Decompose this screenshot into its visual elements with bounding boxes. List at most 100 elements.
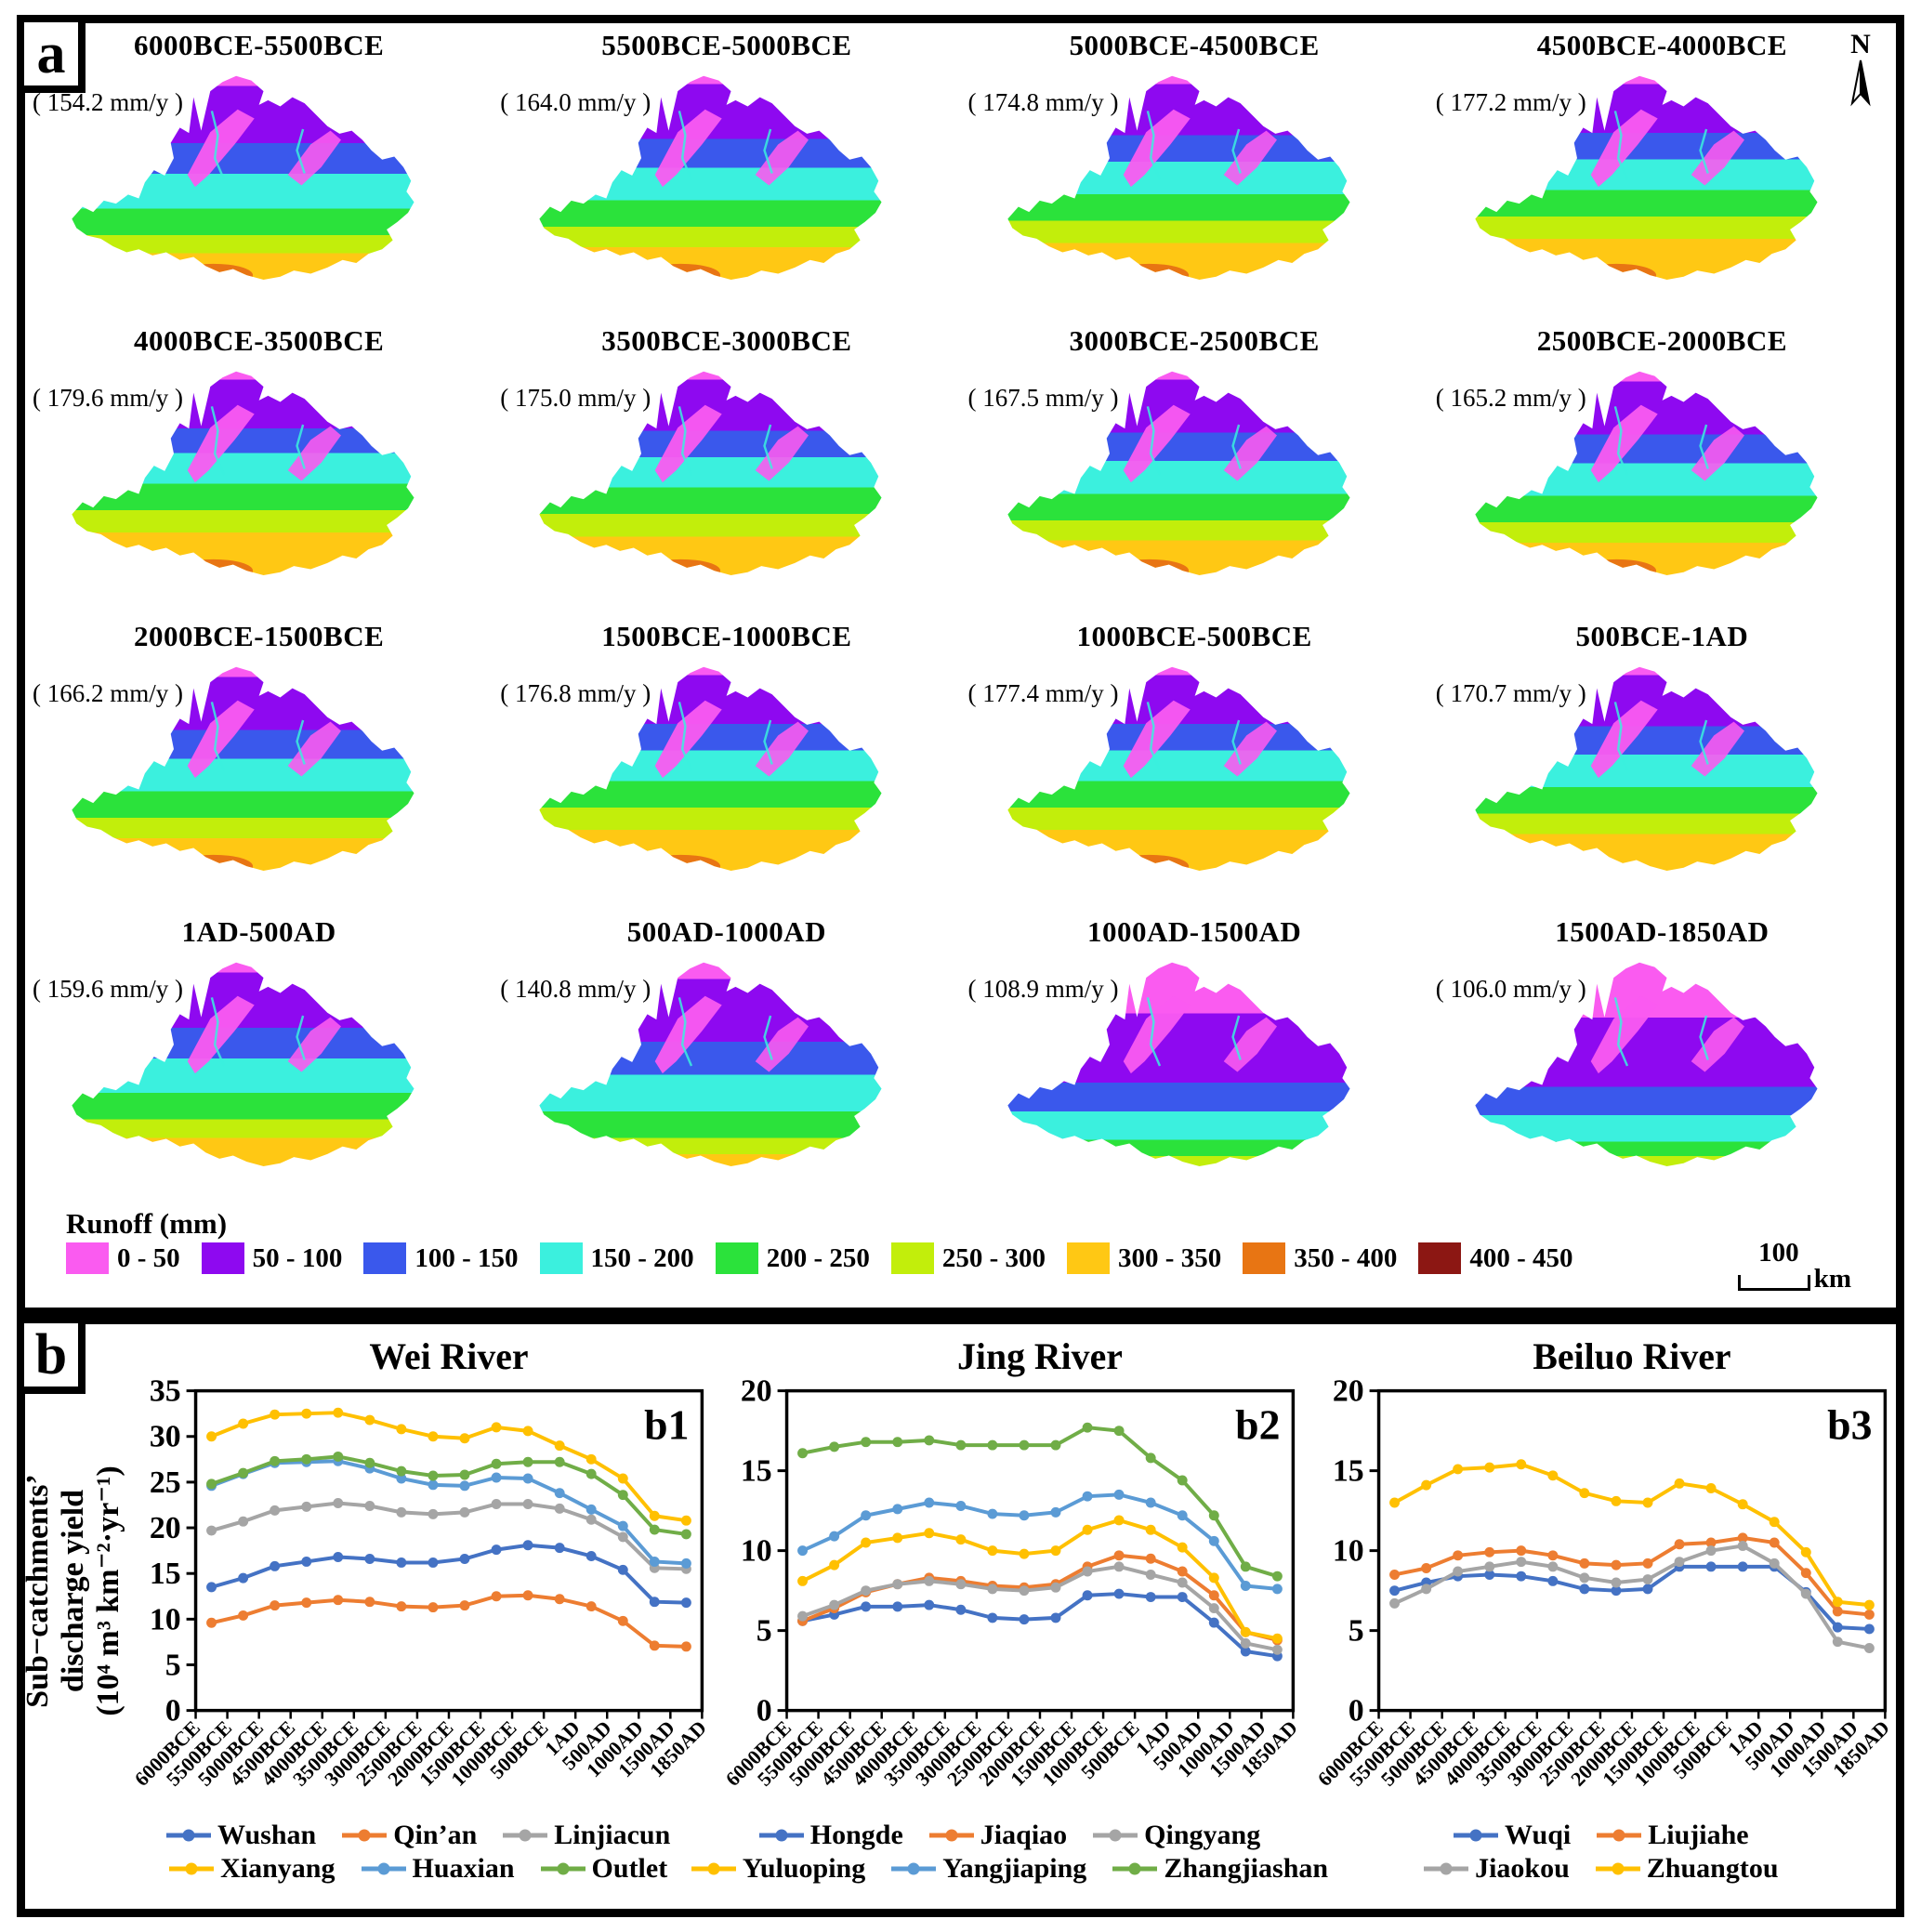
data-point	[522, 1499, 533, 1509]
map-runoff-rate: ( 159.6 mm/y )	[33, 975, 183, 1003]
low-runoff-streak	[187, 995, 255, 1074]
river-line	[1698, 424, 1709, 469]
map-runoff-rate: ( 166.2 mm/y )	[33, 679, 183, 707]
runoff-class: 400 - 450	[1418, 1242, 1573, 1274]
data-point	[301, 1556, 312, 1567]
data-point	[892, 1437, 903, 1448]
runoff-basin-map	[72, 371, 414, 575]
y-tick-label: 5	[757, 1614, 772, 1649]
data-point	[1272, 1633, 1283, 1644]
river-line	[1698, 128, 1709, 174]
legend-item-Jiaqiao: Jiaqiao	[928, 1820, 1067, 1851]
data-point	[829, 1599, 840, 1610]
data-point	[1209, 1603, 1220, 1614]
plot-frame	[1376, 1388, 1887, 1713]
river-line	[763, 424, 774, 469]
chart-title: Beiluo River	[1533, 1336, 1730, 1377]
legend-marker-icon	[1093, 1829, 1138, 1842]
data-point	[797, 1610, 809, 1622]
data-point	[396, 1473, 407, 1484]
runoff-class: 200 - 250	[715, 1242, 870, 1274]
data-point	[1642, 1584, 1653, 1595]
river-line	[210, 997, 226, 1067]
data-point	[301, 1501, 312, 1512]
data-point	[1113, 1588, 1125, 1599]
data-point	[1674, 1478, 1685, 1489]
runoff-class-label: 300 - 350	[1118, 1242, 1222, 1273]
data-point	[1146, 1592, 1156, 1603]
data-point	[955, 1534, 967, 1545]
legend-marker-icon	[540, 1862, 586, 1875]
map-title: 1500AD-1850AD	[1555, 915, 1770, 948]
chart-tag: b1	[644, 1400, 689, 1448]
data-point	[987, 1584, 998, 1595]
data-point	[617, 1564, 628, 1575]
map-runoff-rate: ( 106.0 mm/y )	[1435, 975, 1586, 1003]
river-line	[678, 406, 693, 476]
y-tick-label: 10	[1332, 1534, 1363, 1569]
low-runoff-streak	[1123, 700, 1191, 779]
data-point	[1737, 1532, 1748, 1544]
legend-label: Jiaokou	[1475, 1852, 1570, 1884]
data-point	[1082, 1590, 1093, 1601]
data-point	[955, 1604, 967, 1615]
low-runoff-streak	[1590, 404, 1658, 483]
data-point	[333, 1451, 344, 1462]
data-point	[1547, 1550, 1558, 1561]
legend-item-Zhangjiashan: Zhangjiashan	[1111, 1853, 1328, 1885]
data-point	[238, 1610, 249, 1621]
legend-label: Zhuangtou	[1646, 1852, 1779, 1884]
runoff-class: 50 - 100	[201, 1242, 342, 1274]
data-point	[1388, 1597, 1400, 1609]
data-point	[491, 1499, 502, 1509]
river-line	[1146, 406, 1161, 476]
data-point	[491, 1458, 502, 1469]
data-point	[1611, 1559, 1622, 1571]
data-point	[491, 1472, 502, 1483]
runoff-basin-map	[1475, 666, 1818, 871]
map-runoff-rate: ( 179.6 mm/y )	[33, 384, 183, 412]
runoff-class: 150 - 200	[539, 1242, 694, 1274]
data-point	[987, 1508, 998, 1519]
data-point	[1050, 1545, 1061, 1557]
data-point	[333, 1595, 344, 1606]
legend-marker-icon	[1595, 1862, 1640, 1875]
river-line	[763, 128, 774, 174]
y-tick-label: 5	[1348, 1614, 1363, 1649]
data-point	[649, 1524, 660, 1535]
high-runoff-patch	[641, 263, 721, 280]
panel-b-letter: b	[17, 1316, 86, 1394]
runoff-legend-classes: 0 - 50 50 - 100 100 - 150 150 - 200 200 - 25…	[66, 1242, 1896, 1274]
data-point	[1611, 1577, 1622, 1588]
data-point	[1209, 1590, 1220, 1601]
data-point	[1737, 1561, 1748, 1572]
legend-item-Yuluoping: Yuluoping	[690, 1853, 865, 1885]
river-line	[1146, 997, 1161, 1067]
series-line-Yuluoping	[801, 1518, 1279, 1641]
runoff-class-swatch	[201, 1242, 244, 1274]
data-point	[649, 1597, 660, 1608]
river-line	[1230, 1015, 1242, 1060]
map-title: 1000AD-1500AD	[1086, 915, 1302, 948]
legend-marker-icon	[1454, 1829, 1499, 1842]
data-point	[1483, 1546, 1494, 1557]
runoff-class: 250 - 300	[890, 1242, 1046, 1274]
data-point	[649, 1510, 660, 1521]
data-point	[1832, 1597, 1843, 1608]
data-point	[797, 1448, 809, 1459]
runoff-basin-map	[1475, 371, 1818, 575]
data-point	[586, 1601, 597, 1612]
data-point	[680, 1597, 691, 1609]
data-point	[1241, 1637, 1252, 1649]
data-point	[1019, 1439, 1030, 1451]
legend-item-Xianyang: Xianyang	[167, 1853, 336, 1885]
y-tick-label: 35	[150, 1374, 181, 1409]
high-runoff-patch	[173, 854, 254, 871]
data-point	[1863, 1623, 1875, 1635]
runoff-class-label: 350 - 400	[1294, 1242, 1398, 1273]
data-point	[1241, 1581, 1252, 1591]
runoff-class-label: 400 - 450	[1469, 1242, 1573, 1273]
data-point	[987, 1439, 998, 1451]
data-point	[1082, 1566, 1093, 1577]
